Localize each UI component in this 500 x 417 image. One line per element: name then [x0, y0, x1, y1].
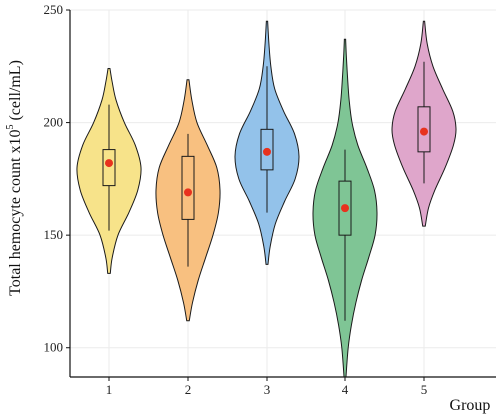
x-tick-label-5: 5: [421, 382, 428, 397]
x-tick-label-3: 3: [264, 382, 271, 397]
mean-point-3: [263, 147, 271, 156]
x-tick-label-4: 4: [342, 382, 349, 397]
tick-labels: 100 150 200 250 1 2 3 4 5: [44, 2, 428, 397]
violin-group-3: [234, 20, 300, 265]
y-tick-label-100: 100: [44, 340, 64, 355]
violin-group-2: [155, 79, 221, 322]
violins: [76, 20, 457, 378]
y-axis-title-main: Total hemocyte count x10: [7, 130, 24, 296]
y-tick-label-150: 150: [44, 227, 64, 242]
iqr-box-1: [102, 149, 116, 187]
violin-group-1: [76, 68, 142, 274]
y-axis-title-exponent: 5: [5, 125, 16, 130]
y-tick-label-250: 250: [44, 2, 64, 17]
mean-point-5: [420, 127, 428, 136]
x-tick-label-1: 1: [106, 382, 113, 397]
iqr-box-2: [181, 155, 195, 220]
mean-point-2: [184, 188, 192, 197]
mean-point-4: [341, 204, 349, 213]
x-axis-title: Group: [450, 397, 491, 414]
axes: [69, 10, 496, 378]
y-axis-title-unit: (cell/mL): [7, 60, 24, 124]
mean-point-1: [105, 159, 113, 168]
x-tick-label-2: 2: [185, 382, 192, 397]
y-tick-label-200: 200: [44, 115, 64, 130]
violin-group-5: [391, 20, 457, 227]
violin-group-4: [312, 38, 378, 378]
y-axis-title: Total hemocyte count x105 (cell/mL): [5, 60, 24, 296]
